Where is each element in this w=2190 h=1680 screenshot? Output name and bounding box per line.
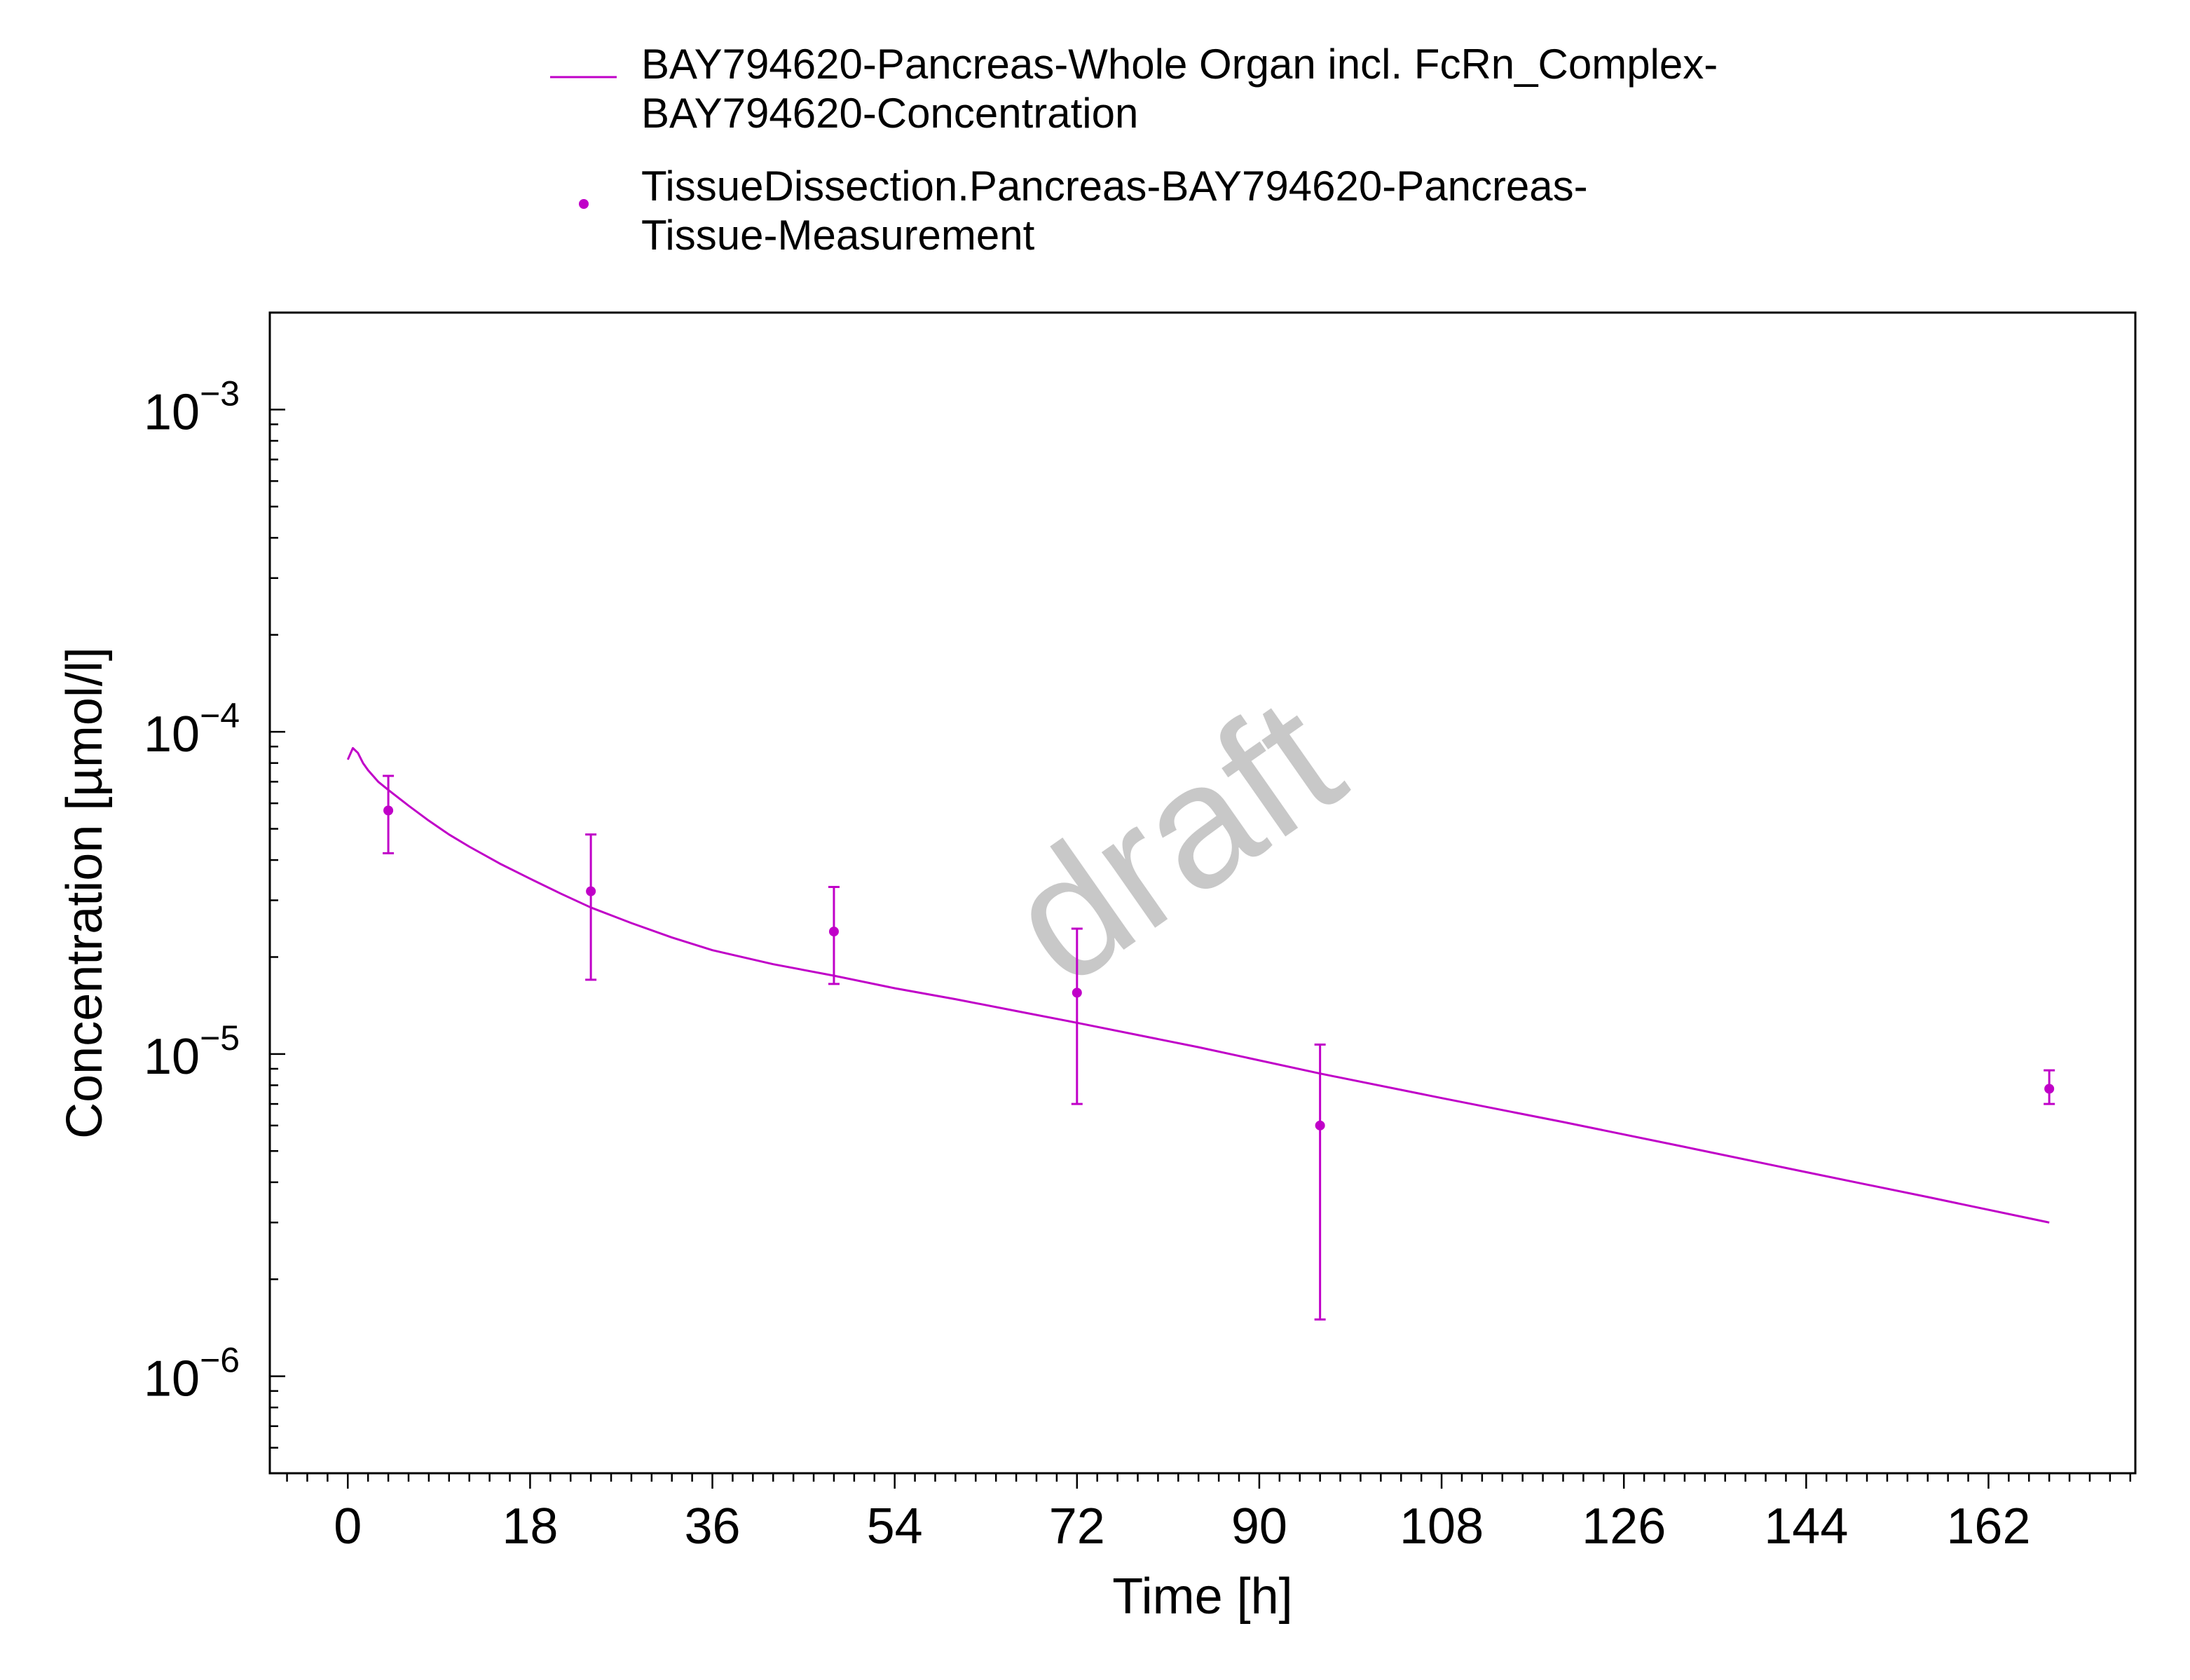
x-tick-label: 162 [1946,1498,2030,1555]
x-axis: 0 18 36 54 72 90 108 126 144 162 [286,1473,2132,1555]
x-tick-label: 36 [684,1498,740,1555]
x-tick-label: 144 [1764,1498,1848,1555]
legend-line-label-2: BAY794620-Concentration [641,90,1138,137]
data-point [1072,988,1082,998]
x-axis-title: Time [h] [1112,1569,1292,1625]
x-tick-label: 54 [867,1498,923,1555]
x-tick-label: 108 [1399,1498,1484,1555]
x-tick-label: 90 [1231,1498,1287,1555]
legend: BAY794620-Pancreas-Whole Organ incl. FcR… [550,41,1718,259]
series-layer [346,746,2055,1321]
legend-marker-swatch [579,199,589,209]
x-tick-label: 126 [1582,1498,1666,1555]
data-point [586,886,596,896]
legend-line-label-1: BAY794620-Pancreas-Whole Organ incl. FcR… [641,41,1718,88]
data-point [1315,1120,1325,1131]
legend-marker-label-1: TissueDissection.Pancreas-BAY794620-Panc… [641,163,1588,210]
y-axis-title: Concentration [µmol/l] [57,647,113,1139]
legend-marker-label-2: Tissue-Measurement [641,212,1035,259]
y-tick-label: 10−4 [144,696,240,763]
data-point [828,927,839,937]
x-tick-label: 18 [502,1498,558,1555]
y-axis: 10−6 10−5 10−4 10−3 [144,311,285,1475]
x-tick-label: 72 [1049,1498,1105,1555]
simulation-line [346,746,2050,1224]
watermark-text: draft [974,660,1374,1020]
y-tick-label: 10−6 [144,1341,240,1407]
y-tick-label: 10−3 [144,374,240,440]
data-point [2044,1084,2055,1094]
plot-frame [268,311,2137,1475]
x-tick-label: 0 [334,1498,362,1555]
data-point [383,805,394,816]
y-tick-label: 10−5 [144,1018,240,1085]
